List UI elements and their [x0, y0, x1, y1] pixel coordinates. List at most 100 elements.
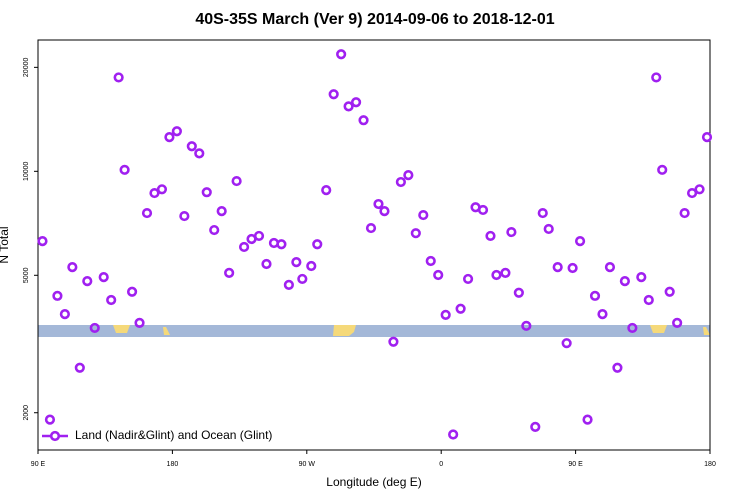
point — [604, 262, 616, 273]
y-tick-label: 2000 — [23, 405, 30, 421]
point — [306, 260, 317, 272]
point — [328, 89, 339, 100]
point — [657, 164, 668, 175]
point — [462, 273, 474, 285]
point — [209, 224, 220, 236]
point — [530, 421, 541, 432]
point — [643, 294, 654, 306]
legend-label: Land (Nadir&Glint) and Ocean (Glint) — [75, 428, 272, 442]
point — [365, 222, 377, 234]
point — [186, 141, 197, 152]
land — [113, 325, 130, 333]
point — [373, 198, 384, 210]
point — [106, 294, 117, 306]
point — [425, 255, 436, 267]
point — [261, 258, 272, 270]
y-tick-label: 20000 — [23, 58, 30, 78]
y-tick-label: 5000 — [23, 267, 30, 283]
ocean-strip — [38, 325, 710, 337]
point — [612, 362, 623, 373]
x-tick-label: 180 — [167, 461, 179, 468]
point — [224, 267, 235, 279]
point — [350, 97, 362, 108]
point — [253, 230, 265, 242]
point — [358, 115, 369, 126]
point — [388, 336, 399, 347]
y-axis-label: N Total — [0, 226, 11, 263]
point — [37, 236, 48, 247]
point — [686, 187, 698, 199]
point — [44, 414, 56, 425]
point — [582, 414, 593, 425]
point — [343, 101, 354, 112]
point — [543, 223, 554, 235]
land — [163, 327, 170, 335]
point — [651, 72, 662, 83]
point — [238, 241, 250, 253]
land — [703, 327, 710, 335]
point — [448, 429, 459, 440]
point — [679, 207, 690, 219]
map-strip — [38, 325, 710, 337]
land — [650, 325, 667, 333]
point — [627, 322, 638, 334]
point — [156, 184, 168, 195]
point — [379, 206, 390, 217]
point — [418, 209, 429, 221]
point — [694, 184, 705, 195]
land — [333, 325, 356, 336]
chart-title: 40S-35S March (Ver 9) 2014-09-06 to 2018… — [195, 11, 554, 28]
point — [597, 309, 608, 320]
point — [395, 176, 406, 188]
point — [149, 187, 160, 199]
point — [201, 187, 212, 198]
point — [312, 239, 323, 250]
point — [619, 276, 630, 287]
point — [141, 207, 153, 219]
point — [567, 262, 578, 274]
point — [67, 262, 78, 273]
point — [297, 273, 308, 285]
x-tick-label: 90 E — [31, 461, 46, 468]
point — [126, 286, 138, 297]
point — [521, 320, 532, 331]
point — [552, 262, 563, 273]
point — [701, 132, 713, 143]
point — [179, 210, 190, 222]
point — [574, 236, 586, 247]
point — [664, 286, 675, 297]
point — [283, 279, 294, 290]
point — [194, 148, 205, 159]
point — [506, 226, 517, 238]
x-axis-label: Longitude (deg E) — [326, 475, 421, 489]
point — [321, 185, 332, 196]
point — [291, 256, 302, 268]
point — [134, 317, 145, 329]
point — [82, 276, 93, 287]
point — [433, 269, 444, 281]
x-tick-label: 90 W — [299, 461, 316, 468]
point — [98, 272, 109, 283]
point — [336, 49, 347, 60]
point — [410, 228, 421, 239]
legend-marker — [49, 430, 61, 442]
x-tick-label: 90 E — [568, 461, 583, 468]
point — [636, 272, 647, 283]
point — [589, 290, 601, 301]
y-tick-label: 10000 — [23, 161, 30, 181]
point — [216, 206, 227, 217]
point — [477, 204, 489, 216]
point — [500, 267, 511, 279]
point — [485, 230, 496, 242]
point — [231, 175, 242, 187]
x-tick-label: 180 — [704, 461, 716, 468]
point — [89, 322, 100, 334]
point — [74, 362, 85, 373]
point — [513, 287, 524, 298]
plot-frame — [37, 39, 711, 451]
point — [672, 317, 683, 329]
point — [171, 126, 182, 137]
point — [119, 164, 130, 175]
point — [491, 269, 502, 281]
